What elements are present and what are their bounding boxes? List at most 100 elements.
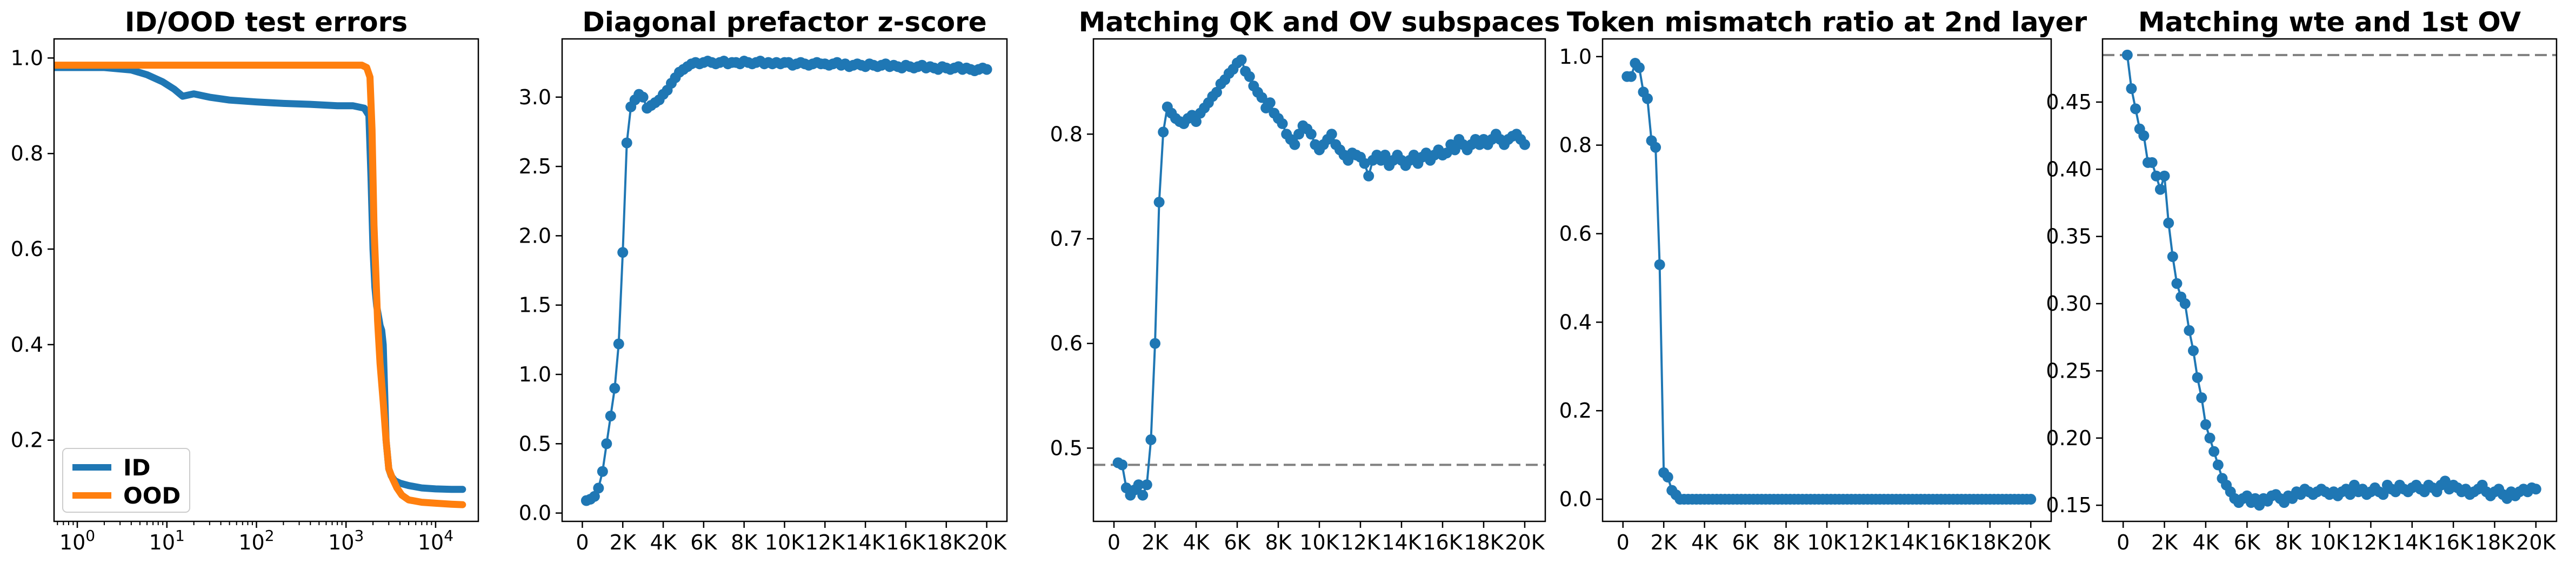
y-tick-label: 0.45 [2046,90,2092,114]
data-point [2188,345,2199,357]
y-tick-label: 0.6 [1559,222,1592,245]
data-point [2171,278,2183,289]
x-tick-label: 6K [690,531,717,554]
x-tick-label: 18K [1970,531,2010,554]
y-tick-label: 0.8 [1559,133,1592,157]
y-tick-label: 3.0 [519,85,551,109]
x-tick-label: 10K [1807,531,1847,554]
y-tick-label: 0.25 [2046,359,2092,383]
x-tick-label: 102 [238,527,274,554]
data-point [637,91,649,103]
chart-title: Matching QK and OV subspaces [1079,6,1560,38]
data-point [2138,130,2150,142]
data-point [2025,494,2037,505]
data-point [609,383,620,394]
data-point [2192,372,2203,383]
x-tick-exponent: 0 [85,527,95,545]
data-point [1256,92,1267,103]
data-point [2212,459,2224,471]
y-tick-label: 1.5 [519,293,551,317]
x-tick-label: 12K [1340,531,1380,554]
data-point [1153,197,1165,208]
data-point [1191,116,1202,128]
data-point [1211,86,1222,98]
x-tick-label: 2K [2151,531,2178,554]
y-tick-label: 0.8 [1050,122,1083,146]
x-tick-label: 12K [805,531,845,554]
x-tick-label: 20K [2516,531,2556,554]
data-point [2146,157,2158,168]
chart-panel-4: Token mismatch ratio at 2nd layer 0 2K 4K 6K… [1559,6,2087,554]
x-tick-label: 16K [1930,531,1970,554]
x-tick-exponent: 3 [354,527,364,545]
y-tick-label: 1.0 [11,46,43,70]
data-point [1363,170,1374,182]
x-tick-label: 4K [1691,531,1718,554]
chart-panel-2: Diagonal prefactor z-score 0 2K 4K 6K 8K 10K 12… [519,6,1008,554]
y-tick-label: 0.0 [519,501,551,525]
y-tick-label: 2.5 [519,155,551,178]
plot-area [1112,54,1530,501]
x-tick-label: 0 [2117,531,2130,554]
y-tick-label: 0.5 [519,432,551,455]
axes-frame [1601,38,2052,522]
y-tick-label: 0.4 [1559,310,1592,334]
data-point [981,64,992,75]
x-tick-label: 18K [926,531,966,554]
chart-title: ID/OOD test errors [125,6,408,38]
data-point [2167,251,2178,262]
x-tick-exponent: 4 [444,527,453,545]
y-tick-label: 0.30 [2046,292,2092,316]
data-point [2439,475,2451,487]
plot-area [1621,58,2037,505]
data-point [1277,118,1288,129]
data-point [1650,142,1661,153]
data-point [1449,144,1460,156]
y-tick-label: 1.0 [519,363,551,386]
data-point [2200,419,2211,430]
data-point [613,338,624,350]
x-tick-label: 0 [1107,531,1120,554]
x-tick-label: 16K [2433,531,2473,554]
data-point [2530,484,2541,495]
axes-frame [53,38,479,522]
x-tick-label: 4K [650,531,677,554]
data-point [2130,103,2141,115]
x-tick-label: 104 [418,527,453,554]
data-point [601,438,612,450]
chart-panel-5: Matching wte and 1st OV 0 2K 4K 6K 8K 10K 12K 14… [2046,6,2558,554]
series-line-1 [2126,53,2537,507]
y-tick-label: 0.40 [2046,157,2092,181]
data-point [1150,338,1160,349]
data-point [1519,139,1530,150]
x-tick-label: 2K [610,531,637,554]
data-point [1289,139,1300,150]
x-tick-label: 6K [1732,531,1759,554]
data-point [1145,434,1157,445]
chart-panel-3: Matching QK and OV subspaces 0 2K 4K 6K 8K 10K… [1050,6,1560,554]
axes-frame [1092,38,1546,522]
x-tick-label: 14K [845,531,885,554]
y-tick-label: 0.35 [2046,225,2092,249]
x-tick-label: 10K [2310,531,2350,554]
x-tick-exponent: 1 [175,527,185,545]
data-point [1137,489,1149,501]
x-tick-label: 8K [731,531,758,554]
data-point [2154,184,2166,195]
y-tick-label: 2.0 [519,224,551,247]
x-tick-label: 101 [149,527,185,554]
x-tick-label: 100 [59,527,95,554]
plot-area [54,62,466,508]
data-point [589,491,600,502]
x-tick-label: 20K [2011,531,2051,554]
chart-title: Token mismatch ratio at 2nd layer [1567,6,2087,38]
x-tick-label: 2K [1142,531,1169,554]
x-tick-label: 10K [765,531,805,554]
x-tick-label: 14K [2392,531,2432,554]
y-tick-label: 0.6 [1050,332,1083,356]
y-tick-label: 0.2 [11,428,43,452]
data-point [1326,129,1337,140]
x-tick-exponent: 2 [265,527,275,545]
